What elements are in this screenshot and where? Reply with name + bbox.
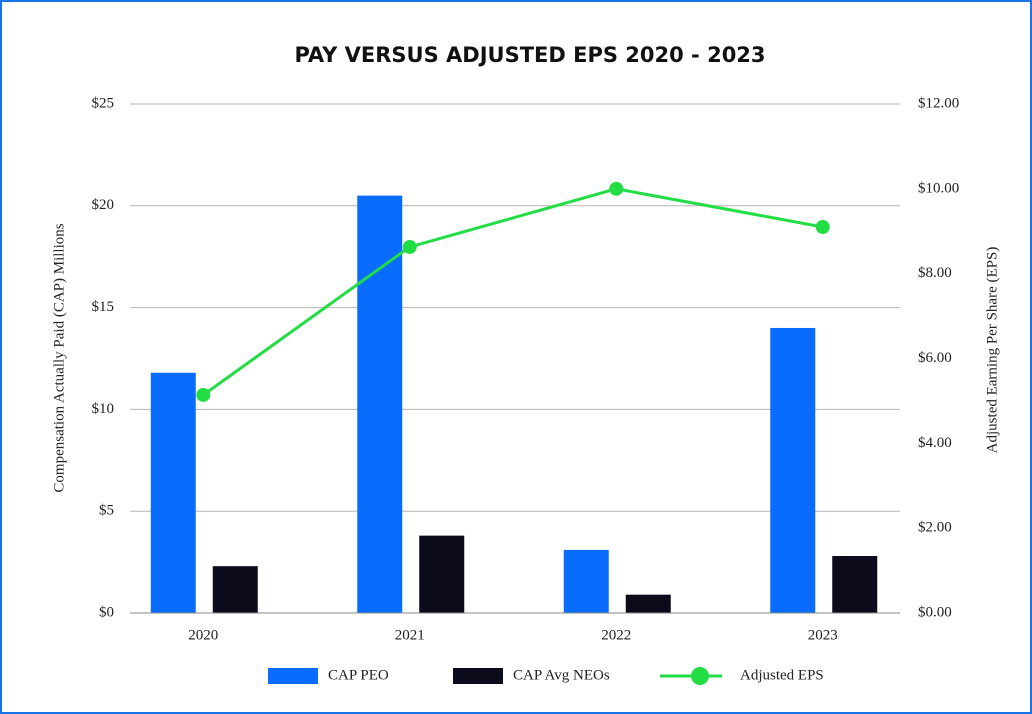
y2-tick-label: $10.00 (918, 180, 959, 196)
y2-tick-label: $6.00 (918, 350, 952, 366)
y2-tick-label: $2.00 (918, 520, 952, 536)
x-tick-label: 2020 (188, 627, 218, 643)
line-point (609, 181, 624, 196)
bar (212, 566, 258, 613)
y2-tick-label: $0.00 (918, 604, 952, 620)
line-point (815, 220, 830, 235)
chart-title: PAY VERSUS ADJUSTED EPS 2020 - 2023 (294, 43, 765, 67)
bar (770, 327, 816, 613)
bar (150, 372, 196, 613)
bar (563, 549, 609, 613)
y-tick-label: $0 (99, 604, 114, 620)
legend-swatch (268, 668, 318, 684)
y-tick-label: $15 (92, 299, 115, 315)
bar (832, 555, 878, 613)
legend-swatch (453, 668, 503, 684)
y-tick-label: $20 (92, 197, 115, 213)
line-point (402, 239, 417, 254)
y-tick-label: $25 (92, 95, 115, 111)
line-point (196, 387, 211, 402)
y-axis-label: Compensation Actually Paid (CAP) Million… (51, 223, 67, 492)
legend-label: CAP PEO (328, 667, 389, 683)
x-tick-label: 2021 (395, 627, 425, 643)
y2-tick-label: $4.00 (918, 435, 952, 451)
x-tick-label: 2022 (601, 627, 631, 643)
x-tick-label: 2023 (808, 627, 838, 643)
y2-tick-label: $8.00 (918, 265, 952, 281)
line-series (202, 187, 824, 397)
y2-tick-label: $12.00 (918, 95, 959, 111)
y-tick-label: $10 (92, 401, 115, 417)
bar (625, 594, 671, 613)
bar (357, 195, 403, 613)
legend-swatch (691, 667, 709, 685)
y-tick-label: $5 (99, 503, 114, 519)
legend-label: Adjusted EPS (740, 667, 824, 683)
legend-label: CAP Avg NEOs (513, 667, 610, 683)
y2-axis-label: Adjusted Earning Per Share (EPS) (984, 247, 1000, 454)
bar (419, 535, 465, 613)
